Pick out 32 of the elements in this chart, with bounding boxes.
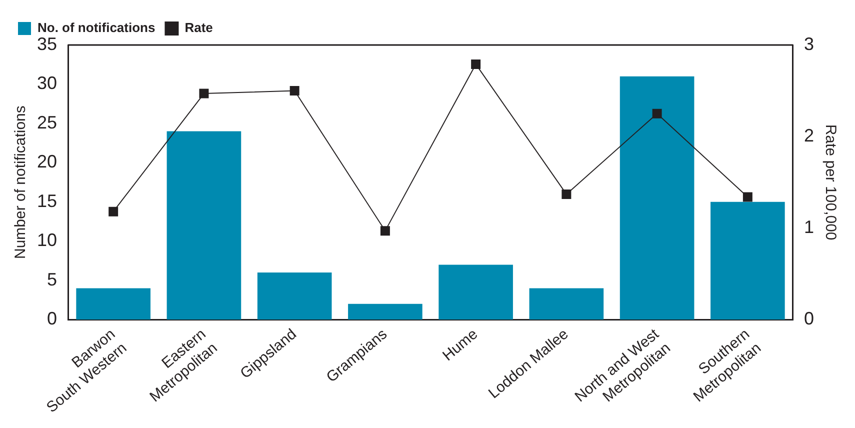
bar [438,264,513,320]
y-tick-label: 5 [47,269,58,290]
point [290,86,300,96]
bar [710,202,785,320]
bar [620,76,694,320]
bar [348,304,422,320]
y-tick-label: 15 [36,190,58,211]
y-tick-label: 25 [36,112,58,132]
y-tick-label: 20 [36,152,58,172]
point [652,108,662,118]
point [199,88,209,98]
y-tick-label: 35 [36,34,58,54]
y2-tick-label: 3 [804,34,814,54]
bar [257,272,332,320]
y-tick-label: 0 [47,308,58,329]
point [380,226,390,236]
y2-tick-label: 2 [804,126,814,146]
y2-tick-label: 1 [804,217,814,238]
y2-tick-label: 0 [804,308,814,329]
point [562,189,572,199]
bar [76,288,150,320]
legend-label: No. of notifications [38,20,156,36]
y2-axis-title: Rate per 100,000 [822,124,839,240]
y-axis-title: Number of notifications [12,106,30,260]
bar [166,131,242,320]
y-tick-label: 10 [36,230,58,250]
y-tick-label: 30 [36,73,58,94]
bar [529,288,604,320]
point [742,192,752,202]
point [471,59,481,69]
point [108,206,118,216]
legend-label: Rate [184,20,213,36]
